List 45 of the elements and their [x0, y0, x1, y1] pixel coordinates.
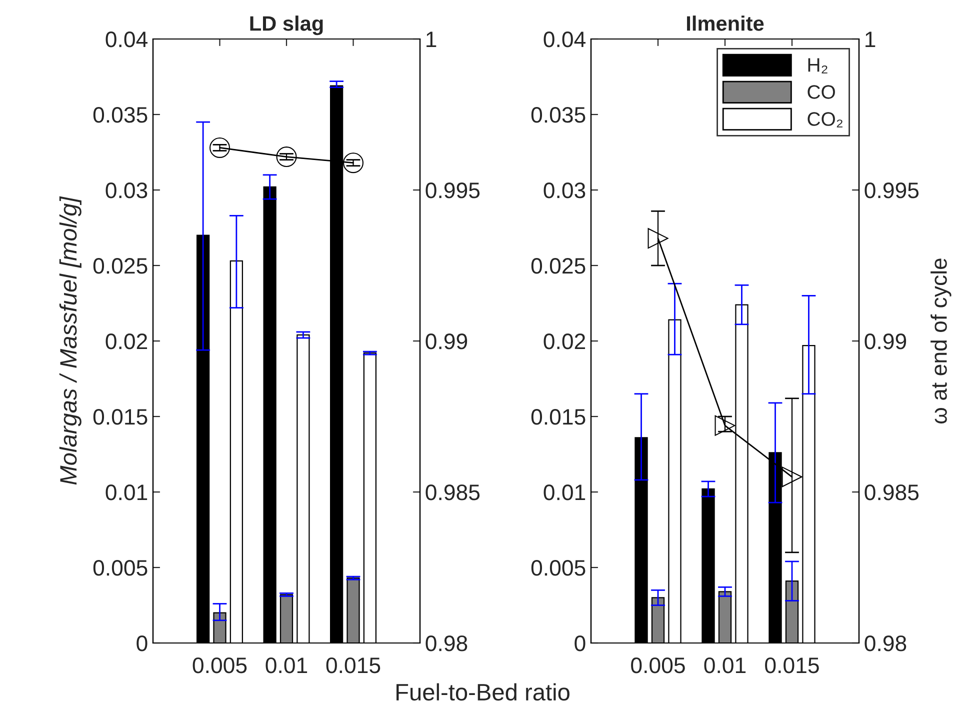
y-tick-label: 0.04 [106, 32, 148, 48]
point [648, 228, 668, 249]
y-tick-label: 0.01 [106, 484, 148, 500]
x-tick-label: 0.015 [765, 657, 819, 674]
y-tick-label: 0.035 [531, 107, 586, 123]
y-tick-label: 0 [136, 636, 148, 652]
x-tick-label: 0.005 [192, 657, 247, 674]
y2-tick-label: 1 [866, 32, 876, 48]
y-tick-label: 0.005 [93, 560, 148, 576]
y2-tick-label: 0.99 [864, 334, 906, 350]
y2-tick-label: 0.995 [426, 182, 480, 198]
y-tick-label: 0.015 [93, 409, 148, 425]
y2-tick-label: 0.98 [426, 636, 468, 652]
x-axis-title: Fuel-to-Bed ratio [396, 683, 570, 701]
y-tick-label: 0.02 [544, 334, 586, 350]
y-tick-label: 0.04 [544, 32, 586, 48]
y-tick-label: 0.025 [93, 258, 148, 274]
y-tick-label: 0.02 [106, 334, 148, 350]
y-axis-title: Molargas / Massfuel [mol/g] [59, 196, 82, 485]
chart-title: Ilmenite [687, 16, 764, 31]
point [714, 415, 736, 436]
y-tick-label: 0.035 [93, 107, 148, 123]
y2-tick-label: 0.985 [426, 484, 480, 500]
y2-tick-label: 1 [426, 32, 436, 48]
x-tick-label: 0.005 [631, 657, 685, 674]
y-tick-label: 0 [574, 636, 586, 652]
y-tick-label: 0.03 [544, 182, 586, 198]
legend-label: CO [808, 85, 835, 99]
x-tick-label: 0.01 [266, 657, 308, 674]
legend-label: H₂ [808, 58, 828, 74]
y-tick-label: 0.03 [106, 182, 148, 198]
y-tick-label: 0.005 [531, 560, 586, 576]
x-tick-label: 0.015 [326, 657, 380, 674]
x-tick-label: 0.01 [704, 657, 746, 674]
y2-tick-label: 0.995 [864, 182, 919, 198]
y2-axis-title: ω at end of cycle [930, 258, 952, 424]
point [782, 466, 802, 488]
y-tick-label: 0.01 [544, 484, 586, 500]
legend-label: CO₂ [808, 112, 842, 128]
y2-tick-label: 0.985 [864, 484, 919, 500]
y2-tick-label: 0.99 [426, 334, 468, 350]
chart-title: LD slag [250, 16, 323, 36]
y2-tick-label: 0.98 [864, 636, 906, 652]
y-tick-label: 0.025 [531, 258, 586, 274]
y-tick-label: 0.015 [531, 409, 586, 425]
